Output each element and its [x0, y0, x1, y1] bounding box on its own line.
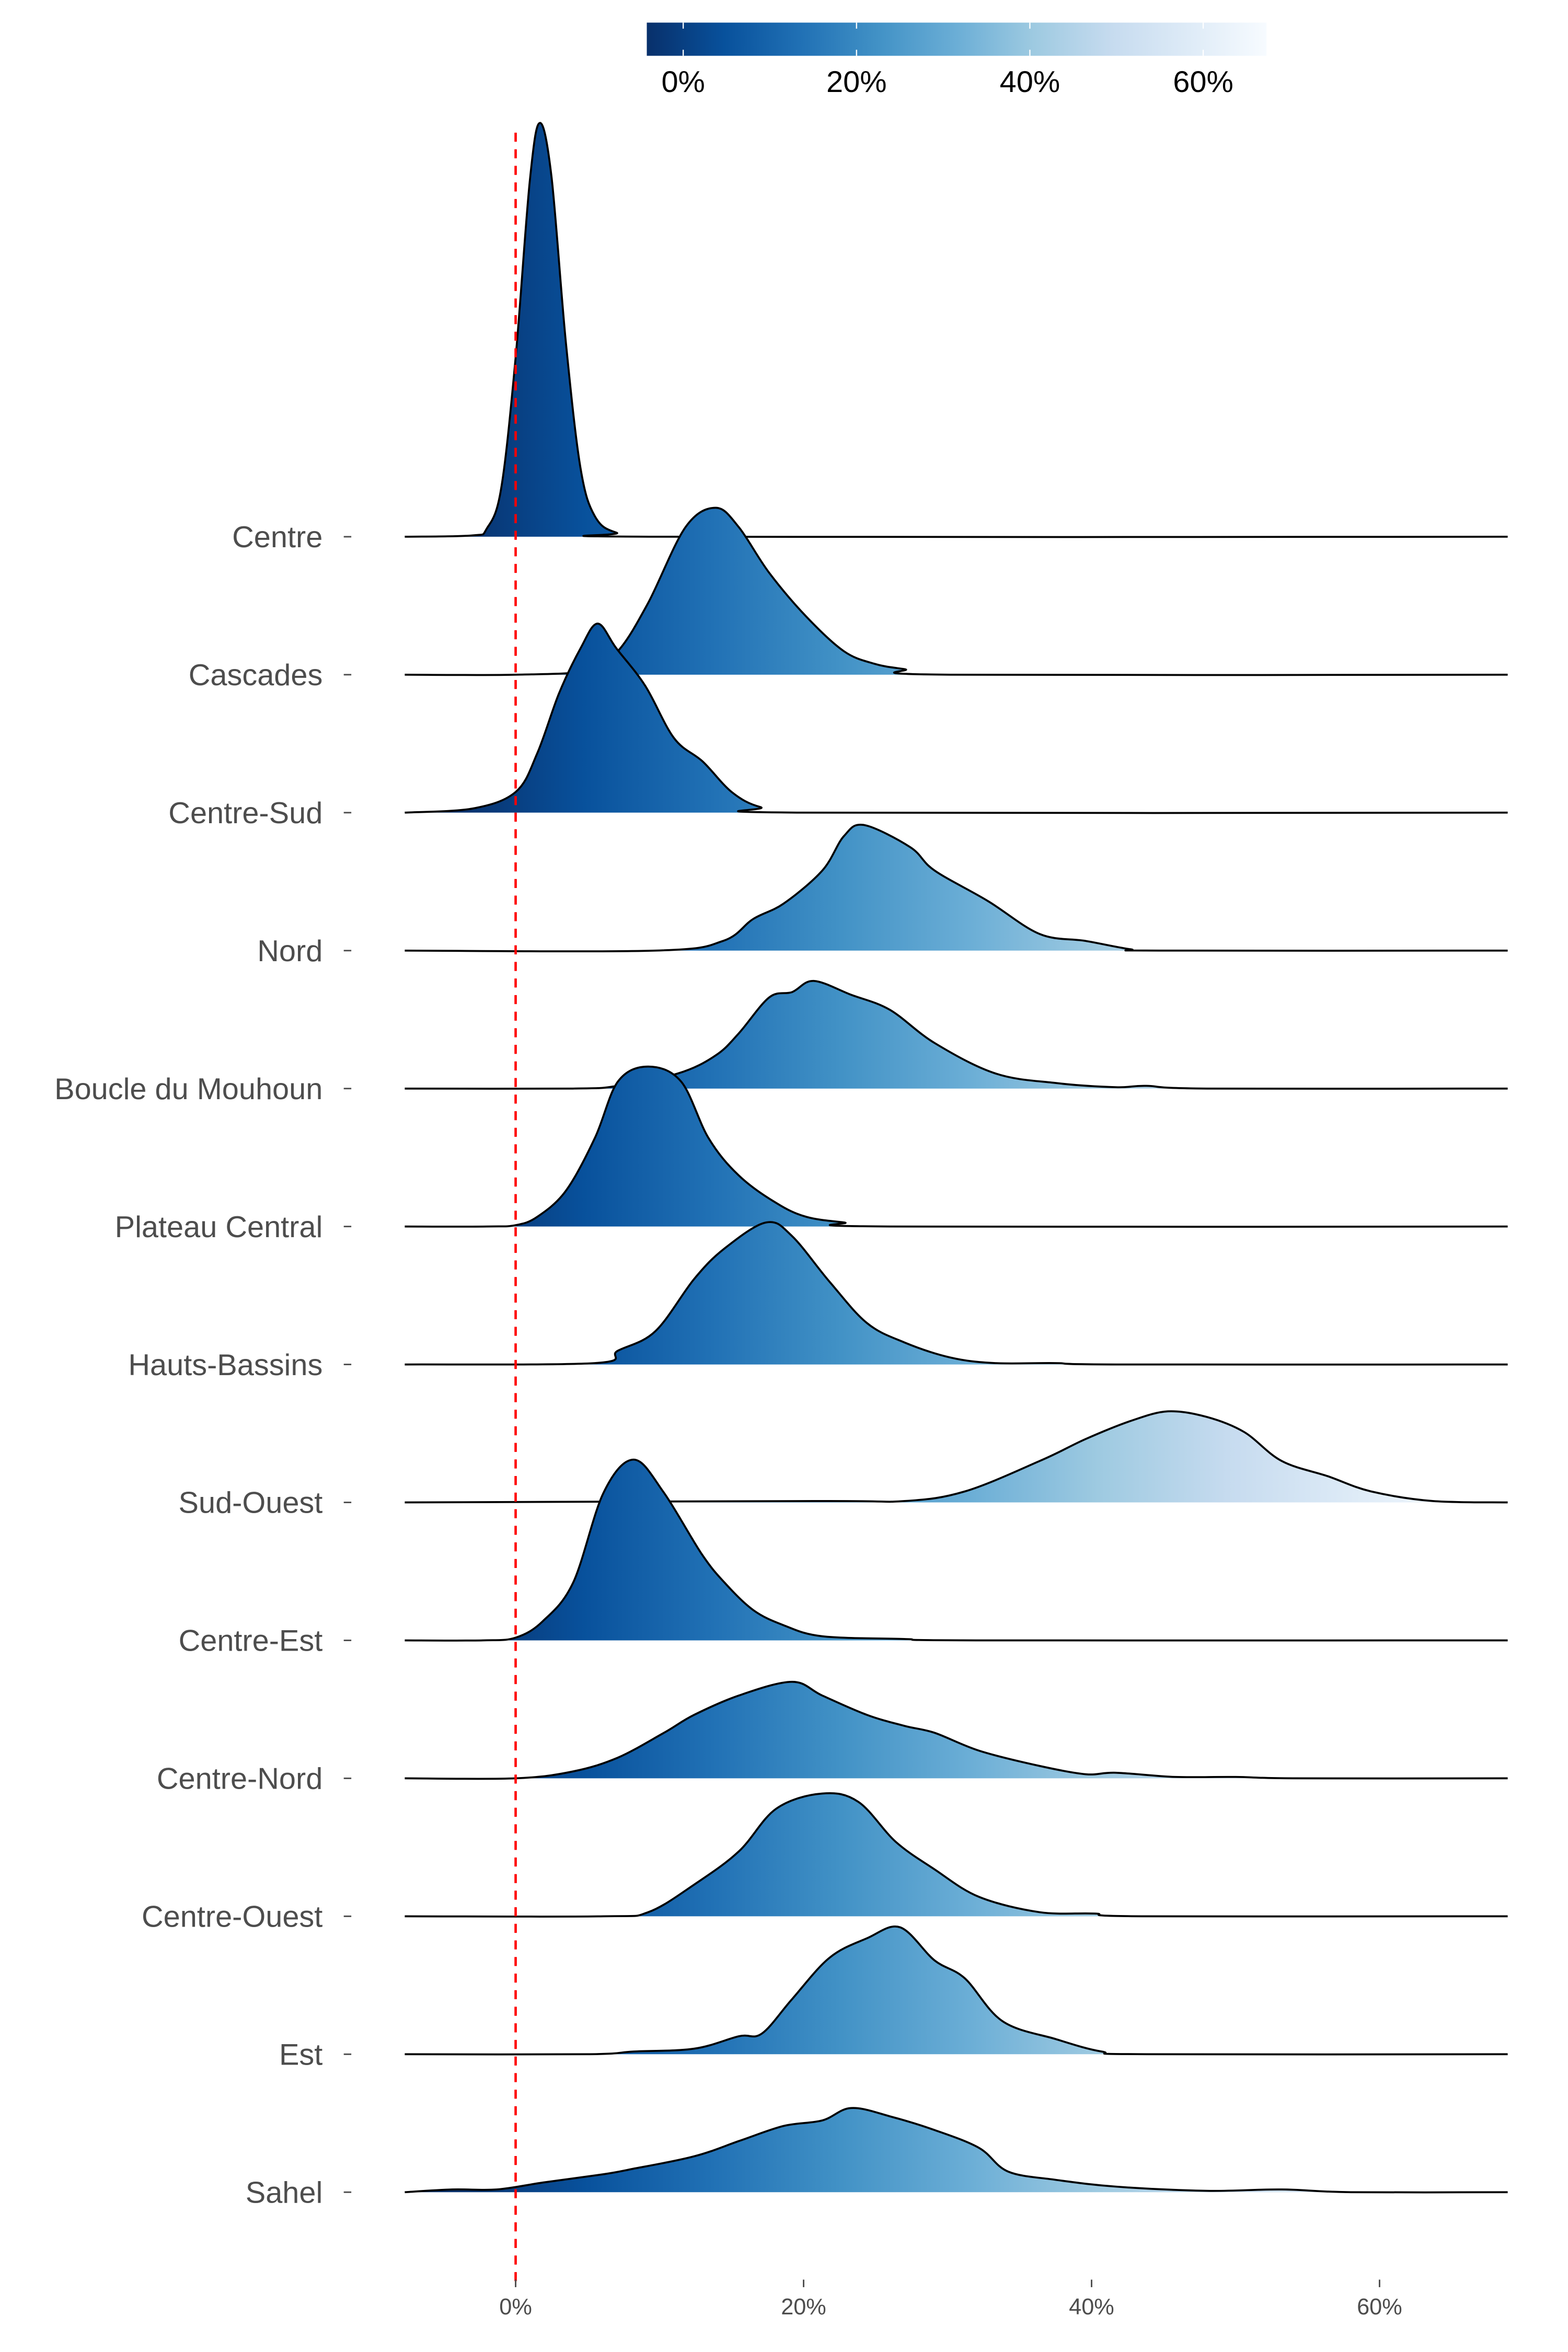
y-tick-label: Centre — [232, 521, 322, 554]
x-tick-label: 60% — [1357, 2295, 1402, 2320]
colorbar-tick-label: 0% — [661, 65, 705, 99]
ridge-outline — [405, 1065, 1508, 1228]
ridge-fill — [405, 981, 1508, 1089]
ridge-nord — [405, 823, 1508, 953]
ridge-outline — [405, 823, 1508, 953]
ridge-fill — [405, 1411, 1508, 1503]
y-tick-label: Est — [279, 2038, 322, 2071]
ridge-fill — [405, 123, 1508, 537]
ridge-fill — [405, 1066, 1508, 1227]
y-tick-label: Centre-Sud — [168, 797, 322, 830]
y-axis: Centre Cascades Centre-Sud Nord Boucle du Mo… — [54, 521, 352, 2209]
ridge-fill — [405, 1681, 1508, 1779]
y-tick-label: Plateau Central — [115, 1210, 323, 1244]
y-tick-label: Sud-Ouest — [179, 1486, 323, 1520]
ridge-centre-sud — [405, 622, 1508, 814]
colorbar: 0% 20% 40% 60% — [647, 22, 1267, 99]
ridge-outline — [405, 1221, 1508, 1366]
colorbar-tick-label: 60% — [1173, 65, 1233, 99]
ridge-outline — [405, 1410, 1508, 1504]
ridge-outline — [405, 1926, 1508, 2056]
ridge-fill — [405, 624, 1508, 813]
ridge-outline — [405, 1792, 1508, 1918]
ridge-plateau-central — [405, 1065, 1508, 1228]
y-tick-label: Hauts-Bassins — [128, 1348, 322, 1382]
x-tick-label: 40% — [1069, 2295, 1114, 2320]
ridge-fill — [405, 508, 1508, 675]
ridge-outline — [405, 2107, 1508, 2194]
ridge-fill — [405, 1222, 1508, 1365]
ridge-outline — [405, 622, 1508, 814]
y-tick-label: Nord — [257, 935, 322, 968]
ridge-est — [405, 1926, 1508, 2056]
colorbar-tick-label: 20% — [826, 65, 886, 99]
ridge-hauts-bassins — [405, 1221, 1508, 1366]
y-tick-label: Sahel — [246, 2176, 323, 2209]
y-tick-label: Boucle du Mouhoun — [54, 1073, 322, 1106]
x-tick-label: 0% — [499, 2295, 532, 2320]
ridge-centre-est — [405, 1458, 1508, 1642]
y-tick-label: Centre-Nord — [157, 1762, 322, 1796]
ridge-fill — [405, 1926, 1508, 2055]
ridge-boucle-du-mouhoun — [405, 979, 1508, 1090]
ridge-centre-ouest — [405, 1792, 1508, 1918]
ridge-fill — [405, 1459, 1508, 1641]
x-tick-label: 20% — [781, 2295, 826, 2320]
y-tick-label: Cascades — [189, 659, 323, 692]
ridge-fill — [405, 1793, 1508, 1917]
ridges — [405, 122, 1508, 2194]
ridge-sahel — [405, 2107, 1508, 2194]
ridge-fill — [405, 824, 1508, 952]
ridge-centre-nord — [405, 1680, 1508, 1780]
x-axis: 0% 20% 40% 60% — [499, 2279, 1402, 2320]
y-tick-label: Centre-Ouest — [142, 1900, 322, 1934]
colorbar-tick-label: 40% — [1000, 65, 1060, 99]
y-tick-label: Centre-Est — [179, 1624, 323, 1658]
ridge-outline — [405, 1458, 1508, 1642]
ridge-centre — [405, 122, 1508, 538]
ridge-fill — [405, 2108, 1508, 2193]
ridge-outline — [405, 1680, 1508, 1780]
colorbar-gradient — [647, 22, 1267, 56]
ridge-sud-ouest — [405, 1410, 1508, 1504]
